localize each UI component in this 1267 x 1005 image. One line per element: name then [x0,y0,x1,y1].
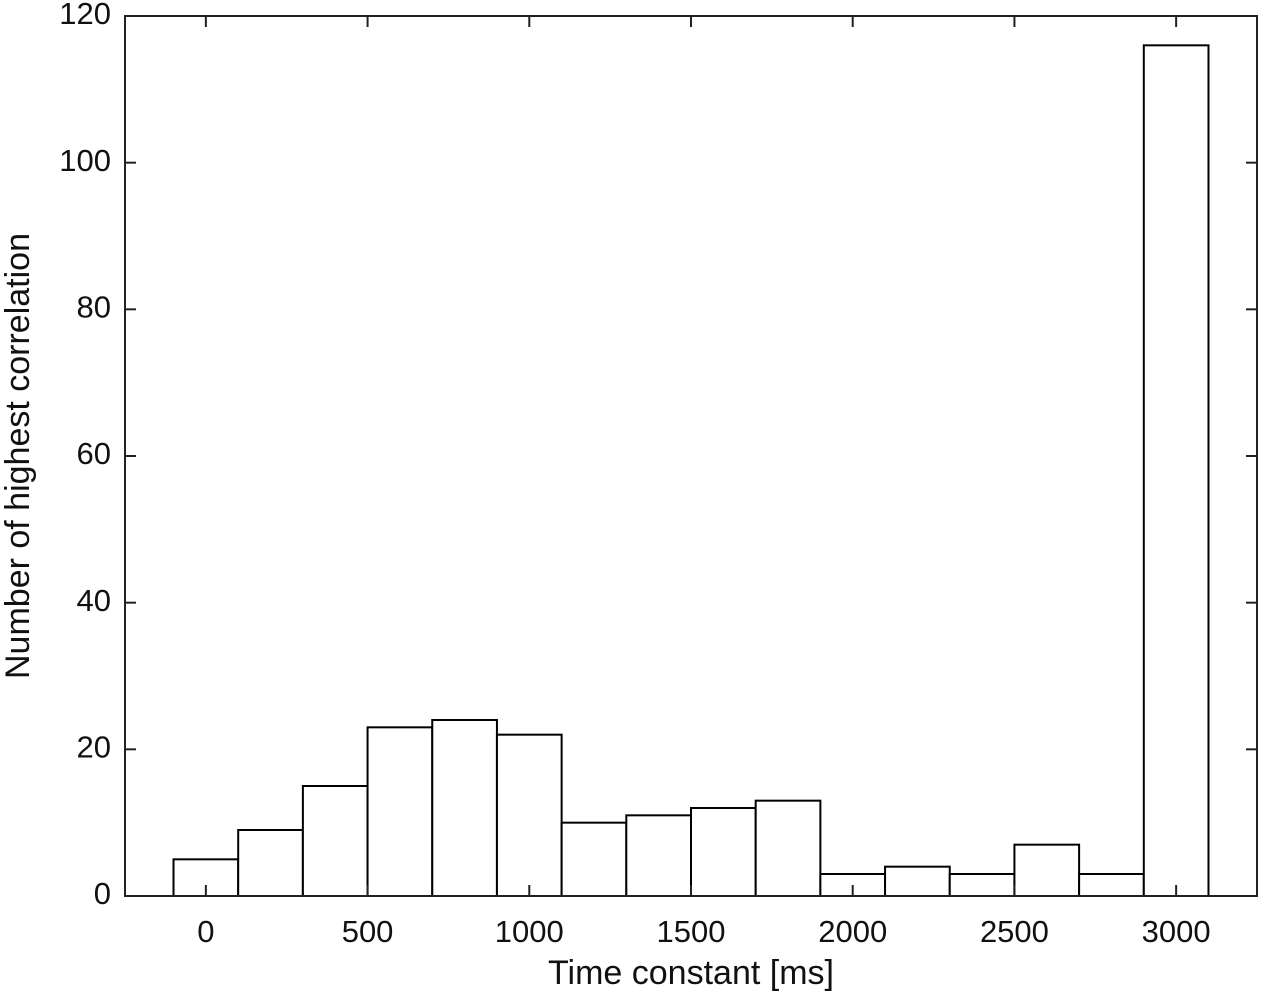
bar [884,865,951,898]
x-tick-label: 500 [342,914,394,949]
bar [754,799,822,898]
y-tick-label: 100 [59,143,111,178]
bar [301,785,369,897]
x-tick-label: 0 [197,914,214,949]
bar [366,726,434,897]
y-tick-label: 0 [94,876,111,911]
x-axis-label: Time constant [ms] [548,954,834,992]
bar [1142,44,1210,898]
x-tick-label: 1000 [495,914,564,949]
y-tick-label: 20 [77,730,111,765]
bar [560,821,628,898]
bar [1013,843,1081,898]
y-tick-label: 120 [59,0,111,31]
bar [625,814,692,897]
x-tick-label: 2500 [980,914,1049,949]
axes-box [124,15,1258,897]
y-axis-label: Number of highest correlation [0,233,37,679]
y-tick-label: 80 [77,290,111,325]
bar [1078,873,1145,897]
bar [948,873,1016,897]
bar [690,807,757,897]
bar [237,829,304,897]
x-tick-label: 1500 [657,914,726,949]
bar [495,733,563,898]
x-tick-label: 3000 [1142,914,1211,949]
y-tick-label: 60 [77,436,111,471]
bar [431,719,498,897]
x-tick-label: 2000 [818,914,887,949]
y-tick-label: 40 [77,583,111,618]
